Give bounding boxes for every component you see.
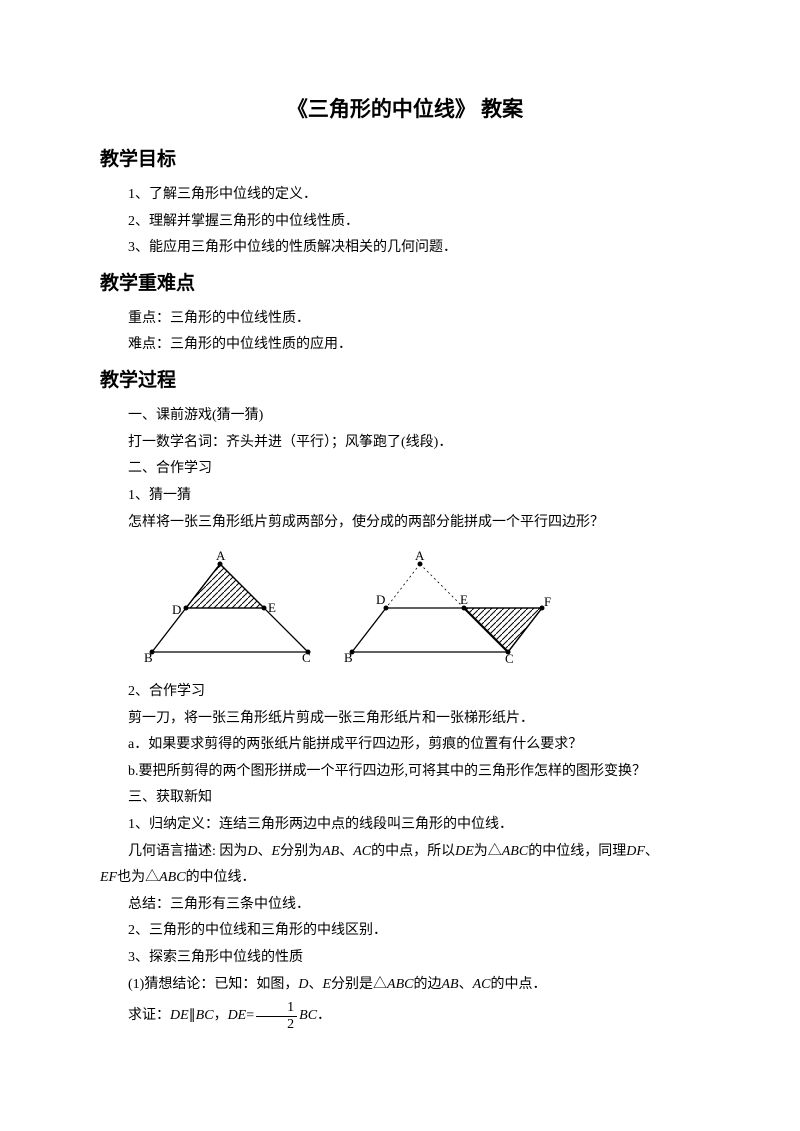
geom-language-line2: EF也为△ABC的中位线． [100,865,710,892]
keypoint-1: 重点：三角形的中位线性质． [100,306,710,333]
guess-heading: 1、猜一猜 [100,483,710,510]
prove-eq: = [246,1008,254,1023]
pregame-line: 打一数学名词：齐头并进（平行）；风筝跑了(线段)． [100,430,710,457]
section-keypoints-heading: 教学重难点 [100,266,710,302]
item-2: 2、三角形的中位线和三角形的中线区别． [100,918,710,945]
geom-v5: DE [455,844,474,859]
study-heading: 二、合作学习 [100,456,710,483]
prove-v3: DE [228,1008,247,1023]
geom-v6: ABC [502,844,528,859]
page: 《三角形的中位线》 教案 教学目标 1、了解三角形中位线的定义． 2、理解并掌握… [0,0,800,1131]
prove-comma: ， [214,1008,228,1023]
conj-m1: 分别是△ [331,977,387,992]
conj-v2: E [322,977,331,992]
geom-s3: 、 [645,844,659,859]
label-A2: A [415,550,425,563]
geom-v7: DF [626,844,645,859]
guess-question: 怎样将一张三角形纸片剪成两部分，使分成的两部分能拼成一个平行四边形？ [100,510,710,537]
label-C2: C [505,651,514,665]
geom-v1: D [247,844,257,859]
parallelogram-diagram-right: A D E F B C [340,550,555,665]
pregame-heading: 一、课前游戏(猜一猜) [100,403,710,430]
prove-line: 求证：DE∥BC，DE=12BC． [100,998,710,1034]
new-heading: 三、获取新知 [100,785,710,812]
conj-s1: 、 [308,977,322,992]
prove-dot: ． [317,1008,331,1023]
geom2-v2: ABC [159,870,185,885]
conj-end: 的中点． [490,977,546,992]
study2-heading: 2、合作学习 [100,679,710,706]
geom-pre: 几何语言描述: 因为 [128,844,247,859]
label-B: B [144,650,153,665]
geom-m4: 的中位线，同理 [528,844,626,859]
geom-m3: 为△ [474,844,502,859]
geom2-e: 的中位线． [186,870,256,885]
diagram-row: A B C D E A [140,550,710,665]
geom-v3: AB [322,844,339,859]
geom-v4: AC [353,844,371,859]
label-B2: B [344,650,353,665]
goal-item-2: 2、理解并掌握三角形的中位线性质． [100,209,710,236]
prove-v4: BC [299,1008,317,1023]
geom-v2: E [272,844,281,859]
fraction-num: 1 [256,1000,297,1016]
keypoint-2: 难点：三角形的中位线性质的应用． [100,332,710,359]
geom-m1: 分别为 [280,844,322,859]
conj-v3: ABC [387,977,413,992]
conj-v4: AB [441,977,458,992]
label-C: C [302,650,311,665]
geom-language-line1: 几何语言描述: 因为D、E分别为AB、AC的中点，所以DE为△ABC的中位线，同… [100,839,710,866]
geom2-v1: EF [100,870,117,885]
label-D: D [172,602,181,617]
goal-item-1: 1、了解三角形中位线的定义． [100,182,710,209]
label-F: F [544,594,551,609]
geom2-m: 也为△ [117,870,159,885]
section-process-heading: 教学过程 [100,363,710,399]
fraction-half: 12 [256,1000,297,1032]
study2-line: 剪一刀，将一张三角形纸片剪成一张三角形纸片和一张梯形纸片． [100,706,710,733]
definition-heading: 1、归纳定义：连结三角形两边中点的线段叫三角形的中位线． [100,812,710,839]
prove-v2: BC [196,1008,214,1023]
goal-item-3: 3、能应用三角形中位线的性质解决相关的几何问题． [100,235,710,262]
conj-v5: AC [473,977,491,992]
prove-pre: 求证： [128,1008,170,1023]
prove-v1: DE [170,1008,189,1023]
conj-pre: (1)猜想结论：已知：如图， [128,977,298,992]
label-E2: E [460,592,468,607]
fraction-den: 2 [256,1017,297,1032]
summary-line: 总结：三角形有三条中位线． [100,892,710,919]
section-goals-heading: 教学目标 [100,142,710,178]
page-title: 《三角形的中位线》 教案 [100,90,710,130]
conj-v1: D [298,977,308,992]
item-3: 3、探索三角形中位线的性质 [100,945,710,972]
geom-s1: 、 [258,844,272,859]
conj-s2: 、 [459,977,473,992]
label-D2: D [376,592,385,607]
study2-b: b.要把所剪得的两个图形拼成一个平行四边形,可将其中的三角形作怎样的图形变换？ [100,759,710,786]
conjecture-line: (1)猜想结论：已知：如图，D、E分别是△ABC的边AB、AC的中点． [100,972,710,999]
label-E: E [268,600,276,615]
geom-s2: 、 [339,844,353,859]
prove-par: ∥ [189,1008,196,1023]
conj-m2: 的边 [413,977,441,992]
label-A: A [216,550,226,563]
geom-m2: 的中点，所以 [371,844,455,859]
study2-a: a．如果要求剪得的两张纸片能拼成平行四边形，剪痕的位置有什么要求？ [100,732,710,759]
triangle-diagram-left: A B C D E [140,550,320,665]
